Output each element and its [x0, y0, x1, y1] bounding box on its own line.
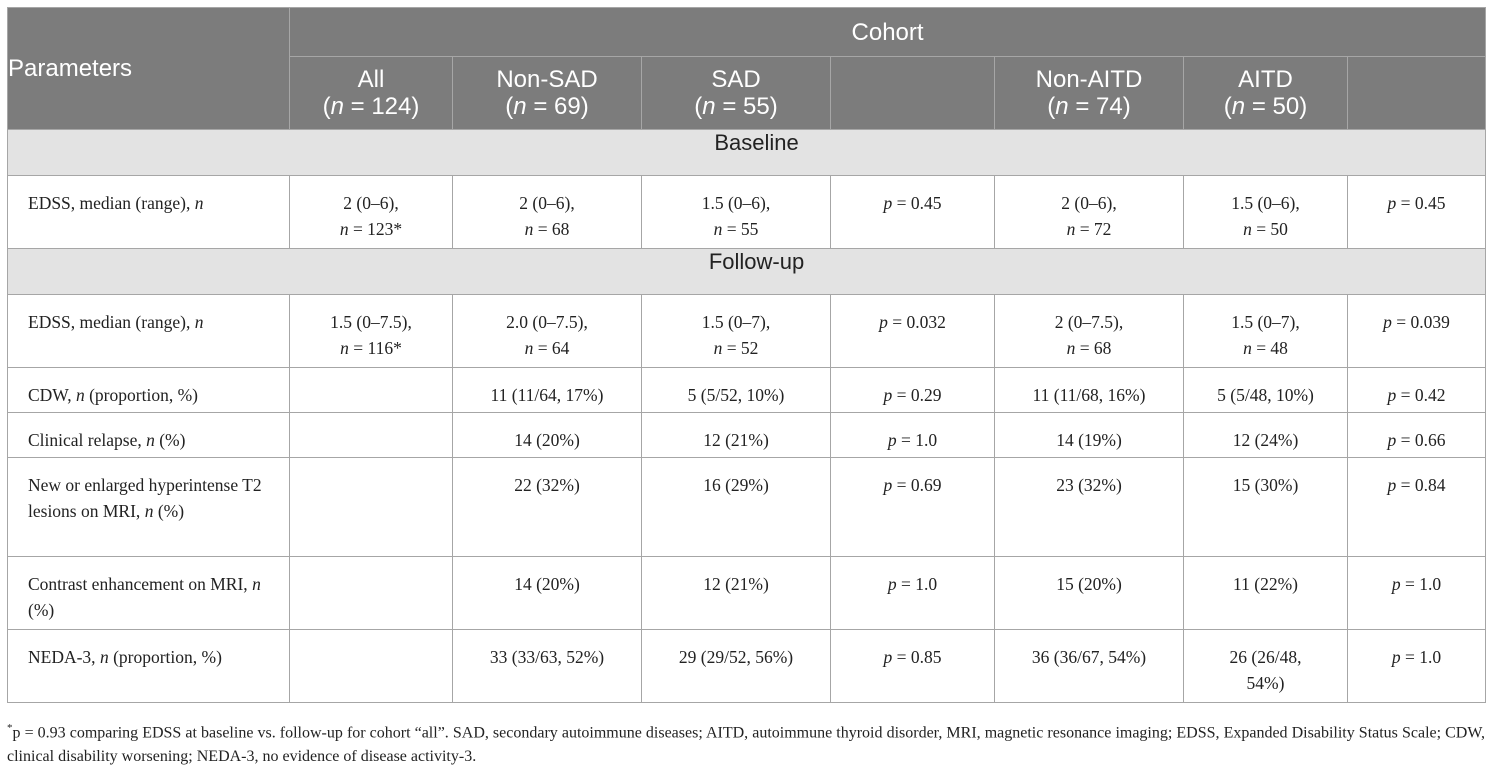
section-title: Follow-up: [6, 248, 1487, 295]
cohort-group-header: Cohort: [288, 7, 1487, 57]
results-table: Parameters Cohort All (n = 124) Non-SAD (n …: [6, 7, 1487, 703]
table-cell: 26 (26/48, 54%): [1183, 629, 1348, 703]
table-cell: 2 (0–6), n = 68: [452, 175, 642, 249]
table-cell: 5 (5/52, 10%): [641, 367, 831, 413]
column-header: Non-SAD (n = 69): [452, 56, 642, 130]
table-cell: 2 (0–6), n = 123*: [289, 175, 453, 249]
section-title: Baseline: [6, 129, 1487, 176]
column-name: Non-AITD: [1035, 66, 1143, 93]
table-row: CDW, n (proportion, %) 11 (11/64, 17%) 5 (…: [7, 367, 1487, 413]
row-label: Contrast enhancement on MRI, n (%): [7, 556, 290, 630]
row-label: Clinical relapse, n (%): [7, 412, 290, 458]
table-cell: 1.5 (0–7.5), n = 116*: [289, 294, 453, 368]
p-value-cell: p = 0.42: [1346, 367, 1487, 413]
column-header: SAD (n = 55): [641, 56, 831, 130]
p-value-cell: p = 0.039: [1346, 294, 1487, 368]
p-value-cell: p = 1.0: [830, 412, 995, 458]
column-name: All: [357, 66, 385, 93]
table-cell: 16 (29%): [641, 457, 831, 557]
column-sample-size: (n = 55): [694, 93, 778, 120]
p-value-cell: p = 1.0: [1346, 556, 1487, 630]
row-label: EDSS, median (range), n: [7, 294, 290, 368]
table-cell: 5 (5/48, 10%): [1183, 367, 1348, 413]
row-label: CDW, n (proportion, %): [7, 367, 290, 413]
table-cell: 14 (19%): [994, 412, 1184, 458]
row-label: NEDA-3, n (proportion, %): [7, 629, 290, 703]
p-value-cell: p = 1.0: [830, 556, 995, 630]
table-cell: 14 (20%): [452, 412, 642, 458]
column-sample-size: (n = 69): [505, 93, 589, 120]
p-value-cell: p = 0.45: [1346, 175, 1487, 249]
table-cell: 11 (11/64, 17%): [452, 367, 642, 413]
table-row: NEDA-3, n (proportion, %) 33 (33/63, 52%)…: [7, 629, 1487, 703]
p-value-cell: p = 0.85: [830, 629, 995, 703]
p-value-cell: p = 0.69: [830, 457, 995, 557]
table-cell: 22 (32%): [452, 457, 642, 557]
column-sample-size: (n = 74): [1047, 93, 1131, 120]
column-header-row: All (n = 124) Non-SAD (n = 69) SAD (n = 55) No…: [8, 56, 1487, 130]
column-header: [830, 56, 995, 130]
table-row: Clinical relapse, n (%) 14 (20%) 12 (21%) p…: [7, 412, 1487, 458]
column-name: AITD: [1238, 66, 1293, 93]
table-header: Parameters Cohort All (n = 124) Non-SAD (n …: [7, 7, 1487, 130]
table-cell: 12 (21%): [641, 556, 831, 630]
column-header: AITD (n = 50): [1183, 56, 1348, 130]
table-row: Contrast enhancement on MRI, n (%) 14 (20…: [7, 556, 1487, 630]
column-header: Non-AITD (n = 74): [994, 56, 1184, 130]
parameters-header: Parameters: [7, 7, 290, 130]
section-row: Follow-up: [6, 248, 1487, 295]
table-cell: 15 (20%): [994, 556, 1184, 630]
p-value-cell: p = 0.032: [830, 294, 995, 368]
p-value-cell: p = 0.45: [830, 175, 995, 249]
table-cell: 2 (0–6), n = 72: [994, 175, 1184, 249]
table-cell: [289, 367, 453, 413]
section-row: Baseline: [6, 129, 1487, 176]
column-sample-size: (n = 124): [322, 93, 420, 120]
table-cell: [289, 412, 453, 458]
table-row: New or enlarged hyperintense T2 lesions …: [7, 457, 1487, 557]
table-cell: 1.5 (0–6), n = 55: [641, 175, 831, 249]
column-name: SAD: [711, 66, 761, 93]
column-sample-size: (n = 50): [1223, 93, 1308, 120]
p-value-cell: p = 0.29: [830, 367, 995, 413]
table-cell: 12 (24%): [1183, 412, 1348, 458]
table-cell: 11 (11/68, 16%): [994, 367, 1184, 413]
table-cell: 11 (22%): [1183, 556, 1348, 630]
table-cell: 33 (33/63, 52%): [452, 629, 642, 703]
table-cell: 1.5 (0–7), n = 52: [641, 294, 831, 368]
table-cell: [289, 629, 453, 703]
row-label: New or enlarged hyperintense T2 lesions …: [7, 457, 290, 557]
table-cell: 36 (36/67, 54%): [994, 629, 1184, 703]
column-header: [1346, 56, 1487, 130]
column-header: All (n = 124): [289, 56, 453, 130]
table-cell: 2 (0–7.5), n = 68: [994, 294, 1184, 368]
table-cell: 2.0 (0–7.5), n = 64: [452, 294, 642, 368]
table-cell: 15 (30%): [1183, 457, 1348, 557]
table-footnote: *p = 0.93 comparing EDSS at baseline vs.…: [7, 722, 1485, 766]
row-label: EDSS, median (range), n: [7, 175, 290, 249]
table-cell: 1.5 (0–7), n = 48: [1183, 294, 1348, 368]
table-cell: 23 (32%): [994, 457, 1184, 557]
table-cell: [289, 556, 453, 630]
p-value-cell: p = 0.84: [1346, 457, 1487, 557]
table-cell: [289, 457, 453, 557]
table-cell: 12 (21%): [641, 412, 831, 458]
table-cell: 14 (20%): [452, 556, 642, 630]
p-value-cell: p = 1.0: [1346, 629, 1487, 703]
table-row: EDSS, median (range), n 1.5 (0–7.5), n = 1…: [7, 294, 1487, 368]
p-value-cell: p = 0.66: [1346, 412, 1487, 458]
table-cell: 1.5 (0–6), n = 50: [1183, 175, 1348, 249]
column-name: Non-SAD: [496, 66, 598, 93]
table-cell: 29 (29/52, 56%): [641, 629, 831, 703]
